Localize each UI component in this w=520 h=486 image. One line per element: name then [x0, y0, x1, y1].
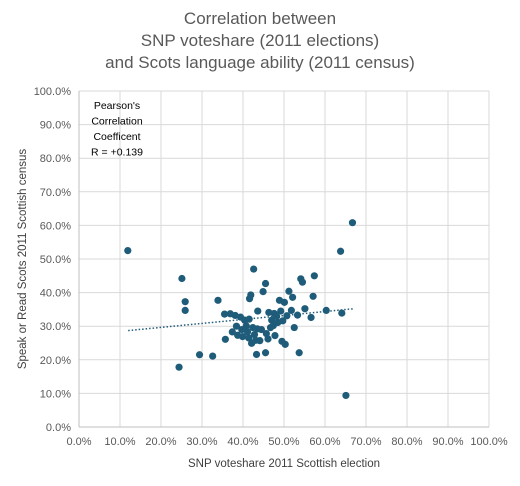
- data-point: [285, 287, 293, 295]
- data-point: [254, 307, 262, 315]
- chart-title: Correlation between SNP voteshare (2011 …: [0, 8, 520, 74]
- chart-title-line-3: and Scots language ability (2011 census): [105, 53, 415, 72]
- data-point: [289, 293, 297, 301]
- data-point: [290, 323, 298, 332]
- data-point: [238, 333, 247, 341]
- data-point: [247, 291, 255, 299]
- data-point: [348, 219, 357, 227]
- y-axis-title: Speak or Read Scots 2011 Scottish census: [17, 149, 29, 370]
- x-tick-label: 10.0%: [104, 436, 135, 448]
- data-point: [221, 335, 229, 343]
- data-point: [293, 311, 302, 319]
- data-point: [181, 306, 189, 315]
- chart-title-line-1: Correlation between: [183, 9, 337, 28]
- y-tick-label: 30.0%: [40, 321, 71, 333]
- data-point: [181, 298, 189, 306]
- x-tick-label: 30.0%: [186, 436, 217, 448]
- data-points: [124, 219, 357, 400]
- y-tick-label: 10.0%: [40, 388, 71, 400]
- y-tick-label: 90.0%: [40, 120, 71, 132]
- data-point: [228, 328, 236, 336]
- data-point: [287, 306, 295, 315]
- data-point: [261, 349, 270, 357]
- data-point: [279, 317, 287, 325]
- y-tick-label: 20.0%: [40, 355, 71, 367]
- data-point: [298, 278, 307, 286]
- annotation-line: R = +0.139: [91, 147, 143, 159]
- data-point: [256, 337, 264, 345]
- y-tick-label: 40.0%: [40, 288, 71, 300]
- chart-title-line-2: SNP voteshare (2011 elections): [140, 31, 380, 50]
- data-point: [336, 247, 345, 255]
- data-point: [309, 292, 317, 300]
- x-tick-label: 40.0%: [227, 436, 258, 448]
- data-point: [283, 312, 291, 320]
- data-point: [301, 305, 309, 313]
- data-point: [252, 350, 261, 359]
- data-point: [261, 279, 270, 288]
- data-point: [250, 331, 259, 339]
- x-axis-title: SNP voteshare 2011 Scottish election: [188, 458, 380, 470]
- data-point: [307, 313, 315, 322]
- x-tick-label: 80.0%: [391, 436, 422, 448]
- data-point: [265, 308, 273, 317]
- data-point: [242, 322, 250, 330]
- x-tick-label: 0.0%: [66, 436, 91, 448]
- data-point: [214, 296, 222, 304]
- tick-labels: 0.0% 10.0% 20.0% 30.0% 40.0% 50.0% 60.0% 70.0% 8…: [34, 86, 508, 448]
- data-point: [342, 391, 350, 400]
- data-point: [338, 309, 346, 317]
- correlation-annotation: Pearson's Correlation Coefficent R = +0.139: [91, 100, 143, 159]
- y-tick-label: 80.0%: [40, 153, 71, 165]
- data-point: [277, 307, 285, 315]
- data-point: [245, 334, 253, 342]
- data-point: [310, 272, 318, 280]
- x-tick-label: 70.0%: [350, 436, 381, 448]
- data-point: [271, 332, 279, 340]
- annotation-line: Coefficent: [93, 131, 140, 143]
- x-tick-label: 100.0%: [470, 436, 508, 448]
- data-point: [273, 312, 281, 321]
- y-tick-label: 70.0%: [40, 187, 71, 199]
- data-point: [220, 310, 229, 318]
- data-point: [281, 340, 289, 348]
- data-point: [209, 352, 217, 360]
- data-point: [175, 363, 183, 371]
- data-point: [232, 322, 241, 330]
- data-point: [259, 287, 267, 296]
- x-tick-label: 60.0%: [309, 436, 340, 448]
- y-tick-label: 100.0%: [34, 86, 72, 98]
- x-tick-label: 20.0%: [145, 436, 176, 448]
- data-point: [264, 335, 272, 343]
- data-point: [280, 298, 289, 306]
- data-point: [243, 328, 252, 336]
- data-point: [195, 351, 204, 359]
- y-tick-label: 0.0%: [46, 422, 71, 434]
- x-tick-label: 50.0%: [268, 436, 299, 448]
- annotation-line: Correlation: [91, 116, 143, 128]
- data-point: [322, 306, 330, 315]
- data-point: [124, 247, 132, 255]
- data-point: [245, 315, 253, 323]
- data-point: [295, 349, 303, 357]
- x-tick-label: 90.0%: [432, 436, 463, 448]
- data-point: [178, 274, 186, 283]
- axes: [78, 91, 489, 428]
- y-tick-label: 50.0%: [40, 254, 71, 266]
- data-point: [257, 325, 266, 334]
- y-tick-label: 60.0%: [40, 220, 71, 232]
- annotation-line: Pearson's: [94, 100, 140, 112]
- data-point: [250, 265, 258, 273]
